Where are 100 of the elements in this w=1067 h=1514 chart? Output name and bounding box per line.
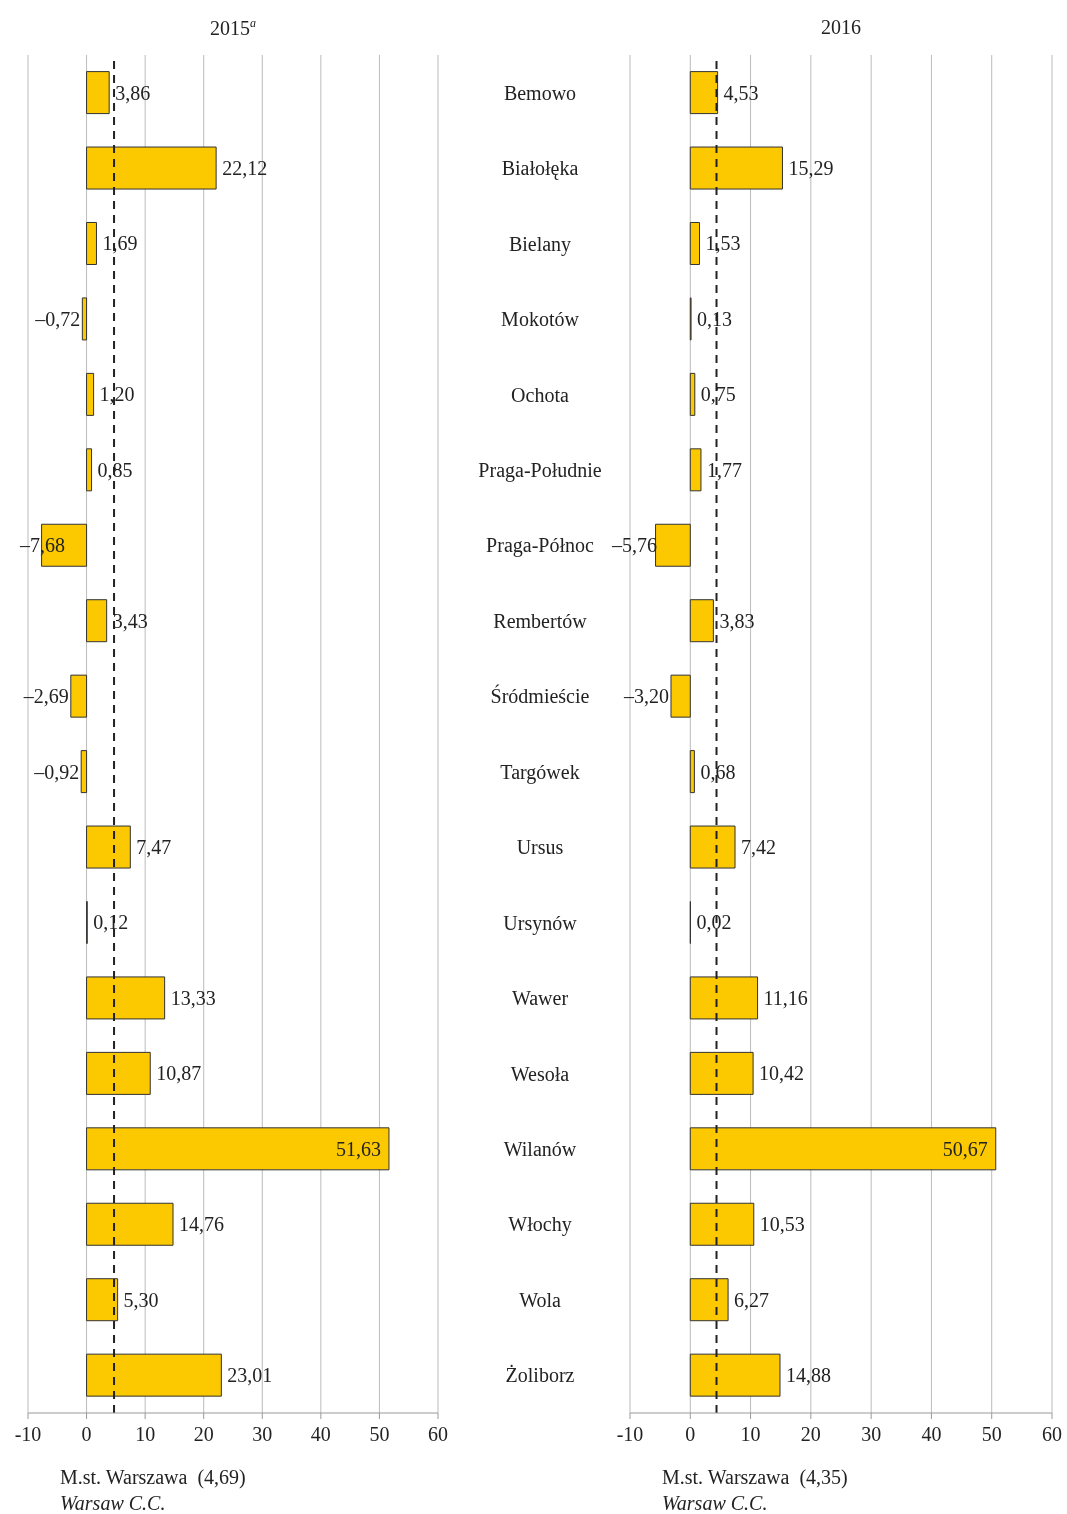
data-label: 50,67 [942, 1137, 988, 1160]
x-tick-label: 50 [369, 1423, 390, 1446]
bar [689, 448, 702, 492]
data-label: 13,33 [170, 986, 216, 1009]
bar [689, 1278, 729, 1322]
y-tick-label: Śródmieście [490, 684, 590, 708]
bar [689, 599, 714, 643]
bar [689, 1202, 755, 1246]
x-tick-label: -10 [616, 1423, 644, 1446]
bar [689, 750, 695, 794]
data-label: 1,77 [706, 458, 742, 481]
x-tick-label: 10 [135, 1423, 156, 1446]
data-label: –2,69 [22, 685, 69, 708]
x-tick-label: -10 [14, 1423, 42, 1446]
y-tick-label: Targówek [500, 760, 580, 784]
y-tick-label: Praga-Północ [486, 534, 594, 558]
x-tick-label: 0 [685, 1423, 696, 1446]
x-tick-label: 50 [981, 1423, 1002, 1446]
y-tick-label: Mokotów [501, 308, 580, 331]
bar [86, 1051, 151, 1095]
data-label: –3,20 [622, 685, 669, 708]
data-label: 0,68 [700, 760, 736, 783]
data-label: 0,85 [97, 458, 133, 481]
ref-line-label: M.st. Warszawa (4,69) [60, 1466, 246, 1489]
y-tick-label: Rembertów [493, 609, 588, 632]
data-label: 0,12 [93, 911, 129, 934]
data-label: 1,20 [99, 383, 135, 406]
data-label: 14,76 [179, 1213, 225, 1236]
data-label: 7,47 [136, 836, 172, 859]
bar [86, 372, 95, 416]
text: Warsaw C.C. [60, 1492, 166, 1514]
bar [689, 221, 701, 265]
ref-line-label: M.st. Warszawa (4,35) [662, 1466, 848, 1489]
data-label: 15,29 [788, 157, 834, 180]
bar [86, 221, 97, 265]
data-label: –0,72 [34, 307, 81, 330]
bar [86, 448, 93, 492]
y-tick-label: Wesoła [510, 1062, 570, 1085]
bar [86, 825, 131, 869]
bar [655, 523, 691, 567]
data-label: 0,02 [696, 911, 732, 934]
bar [689, 825, 736, 869]
data-label: 1,69 [102, 232, 138, 255]
x-tick-label: 60 [1042, 1423, 1062, 1446]
data-label: 0,75 [700, 383, 736, 406]
x-tick-label: 20 [193, 1423, 214, 1446]
data-label: 10,87 [156, 1062, 202, 1085]
x-tick-label: 10 [740, 1423, 761, 1446]
bar [689, 1051, 754, 1095]
y-tick-label: Białołęka [501, 157, 579, 181]
data-label: 6,27 [734, 1288, 770, 1311]
x-tick-label: 20 [800, 1423, 821, 1446]
y-tick-label: Włochy [508, 1213, 572, 1237]
bar [689, 146, 783, 190]
data-label: 23,01 [227, 1364, 273, 1387]
text: Warsaw C.C. [662, 1492, 768, 1514]
y-tick-label: Bielany [508, 232, 572, 256]
data-label: 14,88 [785, 1364, 831, 1387]
bar [81, 297, 88, 341]
bar [689, 372, 696, 416]
data-label: –0,92 [33, 760, 80, 783]
data-label: 3,83 [719, 609, 755, 632]
x-tick-label: 0 [81, 1423, 92, 1446]
x-tick-label: 40 [310, 1423, 331, 1446]
x-tick-label: 30 [861, 1423, 882, 1446]
data-label: 3,86 [115, 81, 151, 104]
x-tick-label: 60 [428, 1423, 448, 1446]
data-label: 7,42 [741, 836, 777, 859]
bar [86, 599, 108, 643]
data-label: 4,53 [723, 81, 759, 104]
y-tick-label: Wola [519, 1288, 561, 1311]
bar [86, 1127, 390, 1171]
x-tick-label: 30 [252, 1423, 273, 1446]
y-tick-label: Ursynów [503, 911, 578, 935]
x-tick-label: 40 [921, 1423, 942, 1446]
chart-title: 2016 [821, 16, 861, 38]
bar [689, 1127, 997, 1171]
data-label: 51,63 [335, 1137, 381, 1160]
bar [689, 976, 759, 1020]
data-label: 10,53 [759, 1213, 805, 1236]
y-tick-label: Ochota [511, 383, 569, 406]
bar [86, 1353, 222, 1397]
data-label: 3,43 [112, 609, 148, 632]
bar [70, 674, 88, 718]
y-tick-label: Wawer [511, 987, 569, 1010]
y-tick-label: Wilanów [503, 1137, 577, 1160]
bar [670, 674, 691, 718]
y-tick-label: Żoliborz [505, 1364, 575, 1387]
data-label: 11,16 [763, 986, 808, 1009]
bar [86, 146, 217, 190]
data-label: 1,53 [705, 232, 741, 255]
y-tick-label: Praga-Południe [478, 458, 602, 482]
bar [86, 71, 110, 115]
bar [689, 71, 719, 115]
bar [80, 750, 88, 794]
bar [86, 1202, 174, 1246]
chart-title: 2015$^{a}$ [210, 16, 256, 39]
data-label: 10,42 [759, 1062, 805, 1085]
bar [86, 976, 166, 1020]
data-label: 5,30 [123, 1288, 159, 1311]
